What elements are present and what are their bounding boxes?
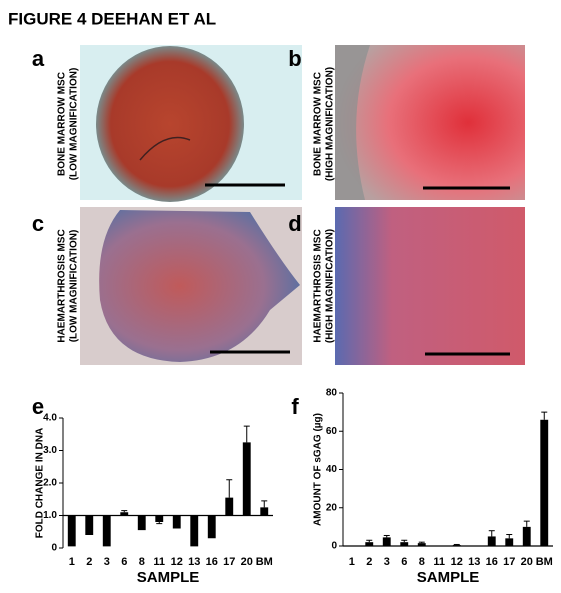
x-tick-label: 8 [419, 556, 425, 568]
x-tick-label: 20 [521, 556, 533, 568]
bar [67, 515, 76, 547]
error-bar [226, 479, 233, 498]
error-bar [121, 510, 128, 513]
x-tick-label: 3 [384, 556, 390, 568]
micrograph [335, 207, 525, 365]
y-tick-label: 2.0 [43, 478, 57, 489]
x-axis-label: SAMPLE [137, 569, 200, 586]
error-bar [488, 530, 495, 537]
x-axis-label: SAMPLE [417, 569, 480, 586]
error-bar [366, 539, 373, 543]
error-bar [401, 539, 408, 543]
panel-caption: (LOW MAGNIFICATION) [69, 68, 80, 181]
x-tick-label: BM [256, 556, 273, 568]
panel-caption: (HIGH MAGNIFICATION) [325, 229, 336, 343]
y-axis-label: AMOUNT OF sGAG (µg) [313, 413, 324, 526]
x-tick-label: 2 [366, 556, 372, 568]
x-tick-label: 11 [153, 556, 165, 568]
panel-caption: HAEMARTHROSIS MSC [57, 229, 68, 342]
bar [487, 536, 496, 546]
bar [417, 543, 426, 546]
x-tick-label: 6 [121, 556, 127, 568]
tissue [99, 210, 301, 362]
error-bar [383, 534, 390, 538]
y-tick-label: 60 [326, 426, 338, 437]
panel-letter: b [288, 46, 301, 71]
x-tick-label: 1 [349, 556, 355, 568]
tissue-edge [335, 45, 370, 200]
error-bar [523, 520, 530, 527]
x-tick-label: BM [536, 556, 553, 568]
bar [102, 515, 111, 547]
panel-caption: (LOW MAGNIFICATION) [69, 230, 80, 343]
bar [365, 542, 374, 546]
bar [120, 512, 129, 516]
y-tick-label: 1.0 [43, 510, 57, 521]
error-bar [541, 411, 548, 420]
y-tick-label: 0 [331, 541, 337, 552]
crack [139, 136, 191, 161]
bar [522, 526, 531, 546]
bar [190, 515, 199, 547]
bar [242, 442, 251, 516]
micrograph [335, 45, 525, 200]
bar [225, 497, 234, 516]
bar [540, 419, 549, 546]
x-tick-label: 16 [486, 556, 498, 568]
error-bar [156, 522, 163, 525]
error-bar [418, 541, 425, 544]
y-tick-label: 40 [326, 464, 338, 475]
x-tick-label: 2 [86, 556, 92, 568]
x-tick-label: 11 [433, 556, 445, 568]
x-tick-label: 17 [223, 556, 235, 568]
panel-letter: c [32, 211, 44, 236]
panel-letter: f [291, 394, 299, 419]
x-tick-label: 12 [451, 556, 463, 568]
bar [382, 537, 391, 546]
x-tick-label: 20 [241, 556, 253, 568]
x-tick-label: 1 [69, 556, 75, 568]
y-tick-label: 0 [51, 543, 57, 554]
x-tick-label: 6 [401, 556, 407, 568]
x-tick-label: 13 [188, 556, 200, 568]
error-bar [243, 425, 250, 443]
bar [452, 545, 461, 546]
bar [505, 538, 514, 546]
x-tick-label: 17 [503, 556, 515, 568]
bar [172, 515, 181, 529]
tissue [96, 46, 244, 202]
bar [400, 542, 409, 546]
y-tick-label: 3.0 [43, 445, 57, 456]
panel-letter: a [32, 46, 45, 71]
bar [85, 515, 94, 535]
bar [260, 507, 269, 516]
y-tick-label: 20 [326, 502, 338, 513]
panel-letter: e [32, 394, 44, 419]
error-bar [453, 543, 460, 546]
x-tick-label: 3 [104, 556, 110, 568]
error-bar [261, 500, 268, 508]
x-tick-label: 8 [139, 556, 145, 568]
x-tick-label: 16 [206, 556, 218, 568]
x-tick-label: 13 [468, 556, 480, 568]
panel-caption: HAEMARTHROSIS MSC [313, 229, 324, 342]
bar [137, 515, 146, 531]
error-bar [506, 534, 513, 539]
y-tick-label: 4.0 [43, 413, 57, 424]
x-tick-label: 12 [171, 556, 183, 568]
panel-caption: (HIGH MAGNIFICATION) [325, 67, 336, 181]
panel-letter: d [288, 211, 301, 236]
y-tick-label: 80 [326, 388, 338, 399]
figure-title: FIGURE 4 DEEHAN ET AL [8, 9, 216, 28]
panel-caption: BONE MARROW MSC [57, 72, 68, 176]
y-axis-label: FOLD CHANGE IN DNA [35, 428, 46, 539]
bar [155, 515, 164, 522]
panel-caption: BONE MARROW MSC [313, 72, 324, 176]
bar [207, 515, 216, 539]
